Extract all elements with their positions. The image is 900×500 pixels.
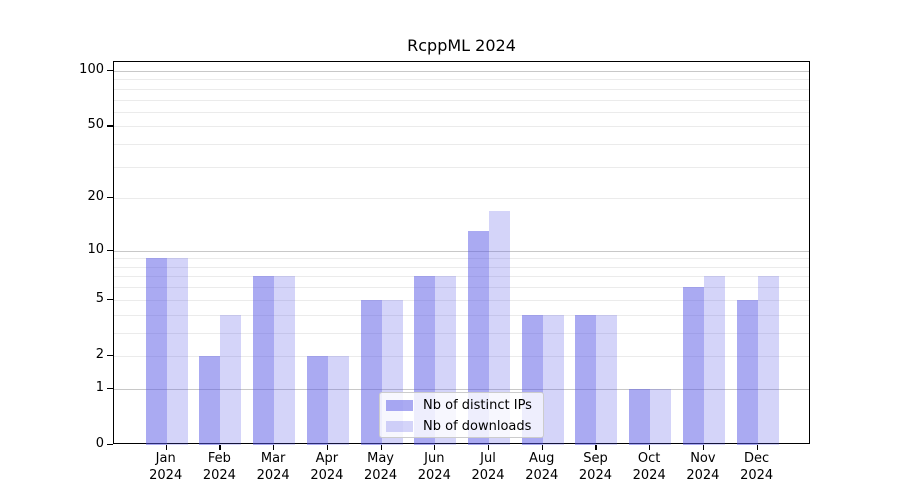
y-tick-label: 100 (79, 62, 104, 77)
y-gridline-minor (114, 144, 809, 146)
x-tick-mark (380, 445, 382, 450)
y-gridline-minor (114, 299, 809, 301)
bar-distinct-ips (360, 299, 382, 445)
y-gridline-minor (114, 258, 809, 260)
y-gridline-minor (114, 314, 809, 316)
x-tick-mark (756, 445, 758, 450)
bar-downloads (703, 276, 725, 445)
y-tick-mark (107, 125, 113, 127)
legend-item: Nb of downloads (386, 416, 543, 437)
y-gridline-minor (114, 111, 809, 113)
legend-swatch (386, 400, 413, 411)
bar-downloads (596, 314, 618, 445)
bar-downloads (274, 276, 296, 445)
plot-area (113, 61, 810, 445)
y-gridline-major (114, 250, 809, 252)
x-tick-label: Aug 2024 (525, 451, 559, 483)
y-tick-mark (107, 249, 113, 251)
x-tick-mark (326, 445, 329, 450)
x-tick-label: Nov 2024 (686, 451, 720, 483)
y-tick-label: 50 (87, 117, 104, 133)
y-tick-mark (107, 387, 113, 390)
x-tick-label: Oct 2024 (632, 451, 666, 483)
y-tick-label: 0 (95, 436, 104, 451)
bar-distinct-ips (682, 287, 704, 445)
bar-downloads (489, 210, 511, 445)
x-tick-mark (541, 445, 543, 450)
y-tick-mark (107, 70, 113, 72)
y-gridline-minor (114, 266, 809, 268)
bar-distinct-ips (575, 314, 597, 445)
legend-label: Nb of downloads (423, 419, 532, 434)
x-tick-mark (219, 445, 221, 450)
y-tick-label: 10 (87, 241, 104, 257)
x-tick-label: Apr 2024 (310, 451, 344, 483)
y-gridline-minor (114, 198, 809, 200)
bar-downloads (542, 314, 564, 445)
y-tick-mark (107, 298, 113, 300)
legend: Nb of distinct IPs Nb of downloads (379, 392, 544, 438)
legend-item: Nb of distinct IPs (386, 395, 543, 416)
x-tick-label: May 2024 (364, 451, 398, 483)
x-tick-label: Feb 2024 (202, 451, 236, 483)
y-gridline-minor (114, 287, 809, 289)
y-gridline-major (114, 388, 809, 390)
bar-downloads (327, 355, 349, 445)
y-gridline-minor (114, 166, 809, 168)
x-tick-mark (434, 445, 436, 450)
chart-title: RcppML 2024 (407, 36, 516, 55)
y-tick-mark (107, 197, 113, 199)
bar-distinct-ips (468, 231, 490, 445)
bar-distinct-ips (306, 355, 328, 445)
x-tick-mark (595, 445, 597, 450)
bar-distinct-ips (629, 388, 651, 445)
bar-distinct-ips (736, 299, 758, 445)
x-tick-mark (273, 445, 275, 450)
y-gridline-major (114, 71, 809, 72)
y-gridline-minor (114, 79, 809, 81)
bar-distinct-ips (253, 276, 275, 445)
bar-distinct-ips (199, 355, 221, 445)
bar-distinct-ips (145, 258, 167, 445)
x-tick-mark (702, 445, 705, 450)
y-gridline-minor (114, 276, 809, 278)
x-tick-label: Jan 2024 (149, 451, 183, 483)
y-tick-label: 1 (95, 379, 104, 395)
bar-downloads (166, 258, 188, 445)
x-tick-label: Jun 2024 (417, 451, 451, 483)
y-gridline-minor (114, 88, 809, 90)
y-tick-label: 20 (87, 189, 104, 205)
x-tick-label: Mar 2024 (256, 451, 290, 483)
y-gridline-minor (114, 332, 809, 334)
y-gridline-minor (114, 99, 809, 101)
x-tick-label: Dec 2024 (740, 451, 774, 483)
y-tick-mark (107, 354, 113, 357)
y-gridline-minor (114, 126, 809, 128)
x-tick-label: Jul 2024 (471, 451, 505, 483)
bar-downloads (757, 276, 779, 445)
legend-swatch (386, 421, 413, 432)
y-gridline-minor (114, 355, 809, 357)
y-tick-label: 5 (95, 290, 104, 306)
x-tick-label: Sep 2024 (578, 451, 612, 483)
y-tick-label: 2 (95, 346, 104, 362)
bar-downloads (650, 388, 672, 445)
x-tick-mark (649, 445, 651, 450)
bar-downloads (220, 314, 242, 445)
y-tick-mark (107, 444, 113, 446)
x-tick-mark (165, 445, 167, 450)
legend-label: Nb of distinct IPs (423, 398, 532, 413)
x-tick-mark (488, 445, 490, 450)
